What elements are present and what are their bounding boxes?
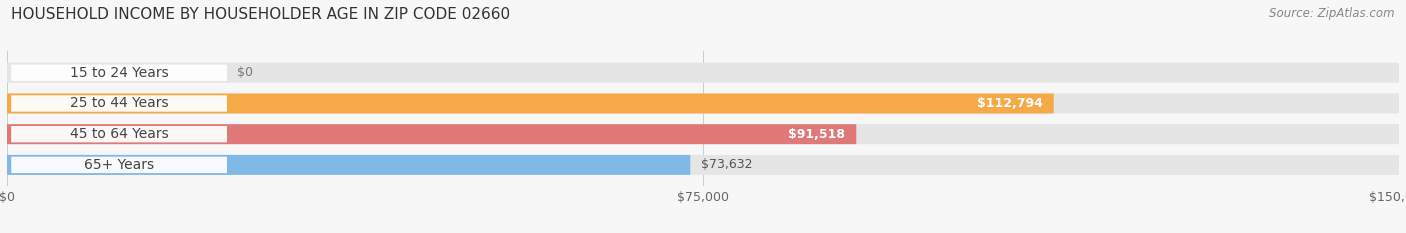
FancyBboxPatch shape: [7, 155, 690, 175]
FancyBboxPatch shape: [11, 157, 226, 173]
FancyBboxPatch shape: [7, 63, 1399, 83]
Text: 15 to 24 Years: 15 to 24 Years: [70, 66, 169, 80]
Text: $91,518: $91,518: [789, 128, 845, 141]
Text: HOUSEHOLD INCOME BY HOUSEHOLDER AGE IN ZIP CODE 02660: HOUSEHOLD INCOME BY HOUSEHOLDER AGE IN Z…: [11, 7, 510, 22]
Text: $0: $0: [236, 66, 253, 79]
Text: Source: ZipAtlas.com: Source: ZipAtlas.com: [1270, 7, 1395, 20]
Text: $73,632: $73,632: [702, 158, 754, 171]
FancyBboxPatch shape: [7, 124, 1399, 144]
FancyBboxPatch shape: [11, 65, 226, 81]
Text: 65+ Years: 65+ Years: [84, 158, 155, 172]
Text: 45 to 64 Years: 45 to 64 Years: [70, 127, 169, 141]
FancyBboxPatch shape: [7, 155, 1399, 175]
FancyBboxPatch shape: [11, 126, 226, 142]
FancyBboxPatch shape: [7, 93, 1399, 113]
Text: 25 to 44 Years: 25 to 44 Years: [70, 96, 169, 110]
Text: $112,794: $112,794: [977, 97, 1043, 110]
FancyBboxPatch shape: [11, 95, 226, 112]
FancyBboxPatch shape: [7, 124, 856, 144]
FancyBboxPatch shape: [7, 93, 1053, 113]
